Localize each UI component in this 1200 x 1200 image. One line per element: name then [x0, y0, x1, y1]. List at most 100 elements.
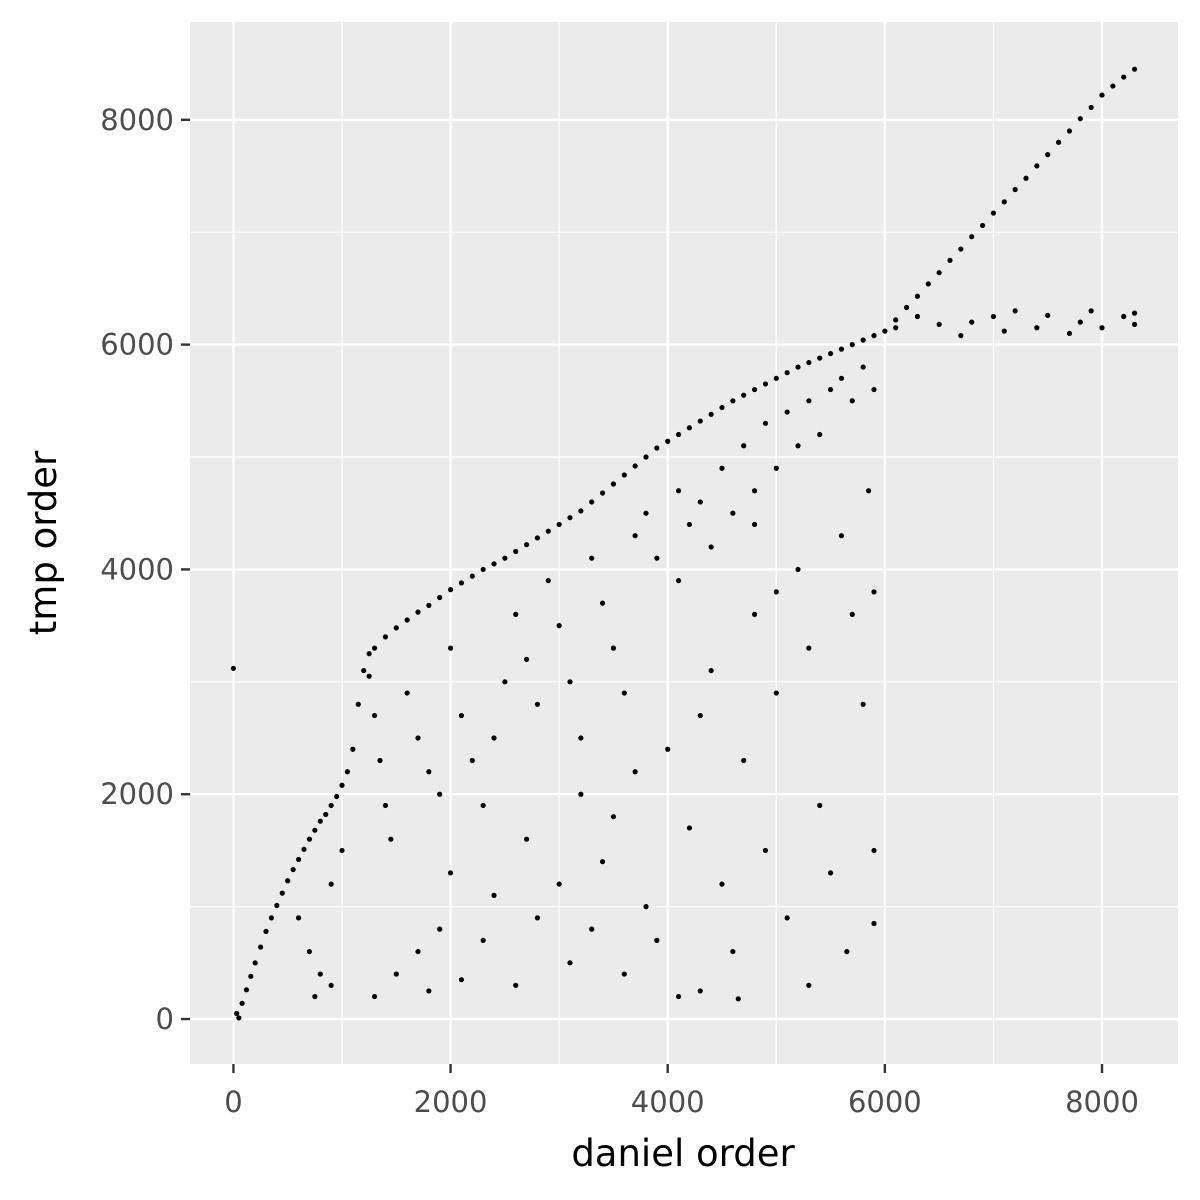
data-point [599, 600, 606, 606]
y-tick-label: 8000 [100, 103, 174, 137]
data-point [1012, 186, 1018, 193]
data-point [675, 431, 682, 438]
data-point [610, 645, 617, 651]
data-point [871, 920, 877, 927]
data-point [248, 973, 254, 979]
data-point [817, 355, 823, 361]
data-point [382, 634, 389, 640]
data-point [844, 948, 850, 955]
data-point [382, 802, 389, 809]
data-point [762, 420, 769, 426]
data-point [290, 866, 296, 873]
y-tick-label: 2000 [100, 777, 174, 811]
data-point [589, 926, 595, 932]
data-point [735, 996, 741, 1002]
data-point [708, 544, 714, 550]
data-point [806, 359, 812, 366]
x-tick-label: 0 [224, 1085, 242, 1119]
data-point [947, 257, 953, 263]
data-point [578, 791, 584, 797]
data-point [236, 1015, 242, 1021]
data-point [491, 892, 497, 898]
data-point [958, 246, 964, 252]
data-point [1001, 199, 1007, 205]
data-point [621, 690, 627, 696]
data-point [301, 846, 307, 852]
data-point [893, 317, 899, 323]
data-point [274, 902, 280, 909]
data-point [333, 793, 340, 800]
data-point [317, 971, 323, 977]
data-point [447, 587, 454, 593]
data-point [751, 521, 758, 528]
data-point [328, 802, 334, 809]
data-point [860, 337, 866, 343]
data-point [328, 881, 334, 887]
data-point [534, 701, 541, 707]
plot-panel [190, 22, 1178, 1064]
data-point [437, 791, 443, 797]
data-point [632, 533, 638, 539]
y-axis-title: tmp order [22, 450, 65, 635]
data-point [458, 712, 465, 719]
data-point [708, 411, 714, 417]
x-axis-ticks: 0 2000 4000 6000 8000 [224, 1064, 1139, 1119]
data-point [806, 982, 812, 988]
data-point [1012, 308, 1018, 314]
data-points [230, 66, 1138, 1021]
data-point [860, 364, 866, 370]
data-point [361, 667, 367, 674]
data-point [556, 881, 562, 887]
data-point [599, 859, 606, 865]
data-point [838, 533, 845, 539]
data-point [243, 987, 250, 993]
data-point [969, 234, 975, 240]
data-point [312, 827, 318, 833]
data-point [306, 948, 313, 955]
data-point [426, 988, 432, 994]
data-point [415, 948, 421, 955]
data-point [513, 982, 519, 988]
data-point [936, 321, 942, 327]
data-point [1077, 319, 1083, 325]
x-axis-title: daniel order [571, 1132, 795, 1175]
data-point [1088, 104, 1094, 111]
data-point [741, 757, 747, 764]
x-tick-label: 4000 [631, 1085, 705, 1119]
data-point [437, 926, 443, 932]
data-point [393, 971, 399, 977]
y-tick-label: 4000 [100, 552, 174, 586]
data-point [795, 443, 801, 449]
data-point [675, 578, 682, 584]
data-point [447, 645, 454, 651]
data-point [480, 937, 486, 943]
data-point [1066, 330, 1073, 336]
data-point [969, 319, 975, 325]
x-tick-label: 2000 [414, 1085, 488, 1119]
data-point [654, 555, 660, 561]
data-point [914, 293, 921, 299]
data-point [388, 836, 394, 842]
data-point [377, 757, 383, 764]
data-point [567, 679, 573, 685]
data-point [1121, 313, 1127, 320]
data-point [355, 701, 361, 707]
data-point [239, 1000, 245, 1006]
data-point [1045, 312, 1051, 318]
data-point [654, 937, 660, 943]
data-point [599, 490, 606, 496]
data-point [502, 679, 508, 685]
data-point [773, 375, 779, 381]
data-point [784, 409, 790, 415]
data-point [730, 510, 736, 516]
data-point [871, 847, 877, 854]
data-point [306, 836, 313, 842]
data-point [312, 993, 318, 1000]
data-point [263, 928, 269, 934]
data-point [697, 499, 703, 505]
data-point [827, 350, 834, 357]
data-point [230, 665, 237, 671]
data-point [339, 847, 345, 854]
data-point [610, 814, 617, 820]
data-point [784, 370, 790, 376]
